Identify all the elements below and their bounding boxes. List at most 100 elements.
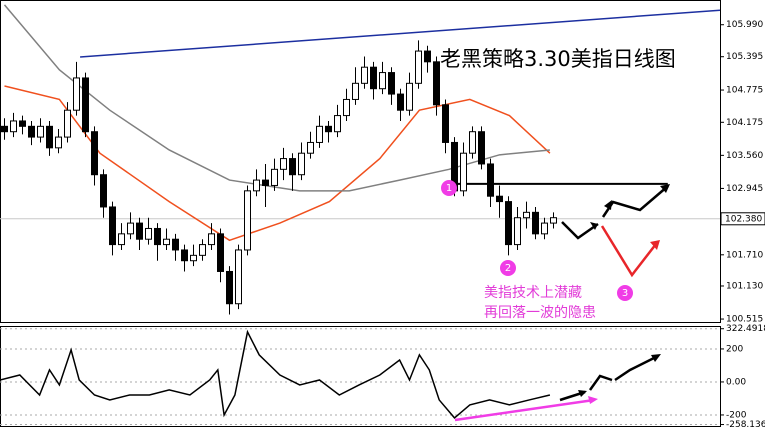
arrow <box>588 374 613 391</box>
candle-body <box>172 238 179 251</box>
arrow <box>561 221 599 240</box>
y-tick-label: 100.515 <box>726 315 763 325</box>
arrow <box>614 354 659 382</box>
marker-circle <box>617 285 633 301</box>
candle-body <box>514 217 521 246</box>
y-tick-label: -200 <box>726 410 747 420</box>
candle-body <box>82 77 89 133</box>
candle-body <box>262 179 269 186</box>
arrow-head <box>650 240 660 250</box>
y-tick-label: 0.00 <box>726 377 746 387</box>
candle-body <box>532 211 539 235</box>
y-tick-label: 101.710 <box>726 250 763 260</box>
candle-body <box>397 93 404 111</box>
series-line <box>0 329 551 419</box>
candle-body <box>55 136 62 149</box>
candle-body <box>523 211 530 219</box>
candle-body <box>10 120 17 133</box>
marker-circle <box>441 180 457 196</box>
candle-body <box>190 254 197 262</box>
candle-body <box>19 120 26 127</box>
y-tick-label: 101.130 <box>726 281 763 291</box>
y-tick-label: 105.990 <box>726 20 763 30</box>
marker-circle <box>500 260 516 276</box>
candle-body <box>271 168 278 186</box>
main-frame <box>0 0 721 323</box>
candle-body <box>118 233 125 246</box>
arrow-head <box>590 222 598 230</box>
candle-body <box>298 152 305 176</box>
arrow-head <box>604 200 612 210</box>
candle-body <box>496 195 503 203</box>
y-tick-label: -258.136 <box>726 420 765 427</box>
candle-body <box>424 50 431 63</box>
candle-body <box>28 125 35 138</box>
candle-body <box>199 244 206 256</box>
arrow-head <box>651 354 661 362</box>
candle-body <box>307 141 314 154</box>
candle-body <box>154 227 161 246</box>
candle-body <box>280 158 287 170</box>
series-line <box>80 9 721 58</box>
current-price-box <box>720 212 765 226</box>
annotation: 美指技术上潜藏 <box>484 285 582 301</box>
candle-body <box>91 131 98 176</box>
arrow <box>600 225 657 278</box>
candle-body <box>325 125 332 133</box>
candle-body <box>208 233 215 246</box>
candle-body <box>550 217 557 224</box>
candle-body <box>163 238 170 246</box>
candle-body <box>145 227 152 240</box>
candle-body <box>73 77 80 111</box>
candle-body <box>352 82 359 100</box>
candle-body <box>478 131 485 165</box>
candle-body <box>361 66 368 84</box>
candle-body <box>109 206 116 246</box>
annotation: 再回落一波的隐患 <box>484 305 596 321</box>
arrow <box>601 185 669 218</box>
candle-body <box>469 131 476 154</box>
y-tick-label: 103.560 <box>726 151 763 161</box>
arrow-head <box>588 396 598 404</box>
candle-body <box>505 201 512 246</box>
candle-body <box>487 163 494 197</box>
candle-body <box>46 125 53 149</box>
candle-body <box>244 190 251 251</box>
candle-body <box>334 115 341 133</box>
candle-body <box>235 249 242 305</box>
projection-arrows <box>454 185 669 422</box>
arrow-head <box>660 184 670 193</box>
candle-body <box>388 72 395 95</box>
y-tick-label: 104.775 <box>726 86 763 96</box>
candle-body <box>37 125 44 138</box>
candle-body <box>100 174 107 208</box>
candle-body <box>343 98 350 117</box>
candle-body <box>226 270 233 305</box>
arrow-heads <box>578 184 670 404</box>
candle-body <box>253 179 260 192</box>
marker-label: 2 <box>505 263 511 274</box>
y-tick-label: 102.945 <box>726 184 763 194</box>
candle-body <box>460 152 467 192</box>
candle-body <box>442 104 449 143</box>
candle-body <box>64 109 71 138</box>
candle-body <box>181 249 188 262</box>
marker-label: 1 <box>446 183 452 194</box>
candle-body <box>136 222 143 240</box>
arrow <box>454 398 595 422</box>
candle-body <box>127 222 134 235</box>
marker-label: 3 <box>622 288 628 299</box>
y-tick-label: 322.4918 <box>726 324 765 334</box>
candle-body <box>433 61 440 106</box>
candle-body <box>541 222 548 235</box>
candle-body <box>289 158 296 176</box>
candle-body <box>415 50 422 84</box>
candle-body <box>379 72 386 90</box>
candle-body <box>406 82 413 111</box>
y-tick-label: 104.175 <box>726 118 763 128</box>
current-price-label: 102.380 <box>725 214 762 224</box>
candle-body <box>217 233 224 272</box>
y-tick-label: 200 <box>726 344 743 354</box>
arrow-head <box>578 390 587 397</box>
